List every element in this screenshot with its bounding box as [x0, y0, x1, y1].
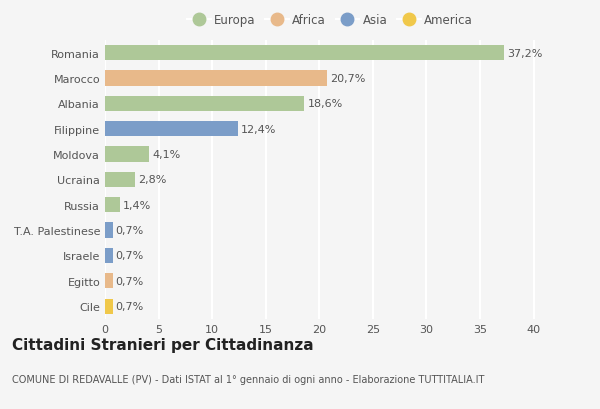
Text: 0,7%: 0,7% [116, 276, 144, 286]
Legend: Europa, Africa, Asia, America: Europa, Africa, Asia, America [185, 12, 475, 29]
Text: 12,4%: 12,4% [241, 124, 277, 135]
Bar [105, 122, 238, 137]
Text: 20,7%: 20,7% [330, 74, 365, 84]
Text: COMUNE DI REDAVALLE (PV) - Dati ISTAT al 1° gennaio di ogni anno - Elaborazione : COMUNE DI REDAVALLE (PV) - Dati ISTAT al… [12, 374, 484, 384]
Bar [105, 71, 327, 86]
Bar [105, 172, 135, 188]
Bar [105, 46, 503, 61]
Text: 1,4%: 1,4% [123, 200, 151, 210]
Bar [105, 147, 149, 162]
Bar [105, 97, 304, 112]
Text: Cittadini Stranieri per Cittadinanza: Cittadini Stranieri per Cittadinanza [12, 337, 314, 353]
Text: 0,7%: 0,7% [116, 301, 144, 311]
Bar [105, 299, 113, 314]
Bar [105, 223, 113, 238]
Text: 4,1%: 4,1% [152, 150, 181, 160]
Bar [105, 198, 120, 213]
Text: 0,7%: 0,7% [116, 225, 144, 236]
Text: 0,7%: 0,7% [116, 251, 144, 261]
Text: 2,8%: 2,8% [138, 175, 167, 185]
Text: 18,6%: 18,6% [308, 99, 343, 109]
Text: 37,2%: 37,2% [507, 49, 542, 58]
Bar [105, 274, 113, 289]
Bar [105, 248, 113, 263]
